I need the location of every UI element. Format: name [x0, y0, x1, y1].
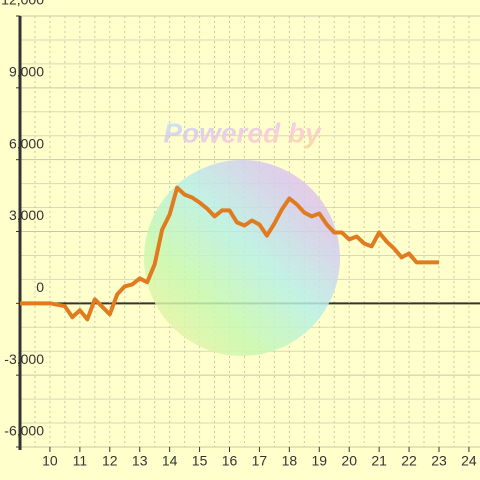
- y-tick-label: 9,000: [9, 64, 44, 80]
- watermark: Powered by: [144, 117, 340, 356]
- y-tick-label: 6,000: [9, 135, 44, 151]
- x-tick-label: 24: [461, 453, 477, 469]
- watermark-text: Powered by: [163, 117, 322, 148]
- x-tick-label: 23: [431, 453, 447, 469]
- x-tick-label: 10: [42, 453, 58, 469]
- x-tick-label: 13: [132, 453, 148, 469]
- x-tick-label: 21: [371, 453, 387, 469]
- x-tick-label: 17: [252, 453, 268, 469]
- x-tick-label: 14: [162, 453, 178, 469]
- x-tick-label: 12: [102, 453, 118, 469]
- y-tick-label: -6,000: [4, 423, 44, 439]
- y-tick-label: 0: [36, 279, 44, 295]
- y-tick-label: 3,000: [9, 207, 44, 223]
- data-line: [20, 185, 439, 322]
- x-tick-label: 15: [192, 453, 208, 469]
- x-tick-label: 20: [341, 453, 357, 469]
- x-tick-label: 19: [311, 453, 327, 469]
- y-tick-label: -3,000: [4, 351, 44, 367]
- x-tick-label: 16: [222, 453, 238, 469]
- watermark-logo: [144, 160, 340, 356]
- plot: -6,000 -3,000 0 3,000 6,000 9,000 12,000 10 11 12…: [1, 0, 477, 469]
- x-tick-label: 18: [282, 453, 298, 469]
- x-tick-label: 11: [73, 453, 88, 469]
- y-tick-label: 12,000: [1, 0, 44, 8]
- x-tick-label: 22: [401, 453, 417, 469]
